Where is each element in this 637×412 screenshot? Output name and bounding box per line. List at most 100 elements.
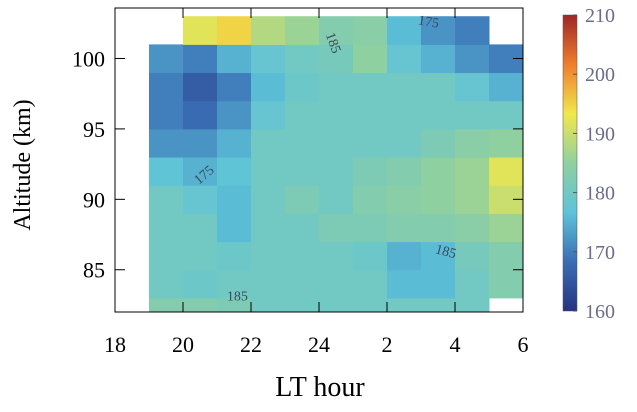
contour-cell	[421, 297, 456, 312]
contour-cell	[319, 185, 354, 214]
contour-cell	[217, 128, 252, 158]
contour-label: 185	[322, 31, 343, 56]
contour-cell	[455, 157, 490, 186]
contour-cell	[217, 16, 252, 45]
contour-cell	[217, 100, 252, 130]
contour-cell	[251, 128, 286, 158]
contour-cell	[217, 157, 252, 186]
contour-cell	[421, 100, 456, 130]
contour-cell	[319, 128, 354, 158]
contour-cell	[217, 297, 252, 312]
contour-cell	[421, 44, 456, 74]
contour-cell	[387, 185, 422, 214]
contour-cell	[217, 213, 252, 243]
contour-cell	[455, 100, 490, 130]
x-tick-label: 20	[172, 332, 194, 357]
colorbar-tick-label: 180	[585, 183, 615, 205]
contour-cell	[251, 185, 286, 214]
contour-cell	[149, 100, 184, 130]
contour-cell	[421, 213, 456, 243]
y-tick-label: 85	[83, 258, 105, 283]
contour-cell	[421, 16, 456, 45]
contour-cell	[353, 213, 388, 243]
contour-cell	[251, 16, 286, 45]
contour-cell	[319, 213, 354, 243]
contour-cell	[251, 241, 286, 271]
contour-cell	[421, 72, 456, 102]
contour-cell	[353, 16, 388, 45]
contour-cell	[387, 100, 422, 130]
contour-cell	[489, 128, 523, 158]
y-axis-label: Altitude (km)	[10, 99, 36, 230]
contour-cell	[421, 241, 456, 271]
contour-cell	[489, 241, 523, 271]
contour-field	[149, 16, 523, 312]
contour-cell	[251, 269, 286, 299]
contour-cell	[183, 269, 218, 299]
contour-cell	[489, 72, 523, 102]
contour-cell	[319, 297, 354, 312]
contour-cell	[455, 213, 490, 243]
contour-cell	[421, 185, 456, 214]
x-tick-label: 22	[240, 332, 262, 357]
y-tick-label: 95	[83, 117, 105, 142]
contour-cell	[387, 72, 422, 102]
contour-cell	[353, 100, 388, 130]
contour-cell	[285, 100, 320, 130]
contour-cell	[285, 44, 320, 74]
contour-cell	[217, 72, 252, 102]
contour-cell	[421, 269, 456, 299]
contour-cell	[251, 72, 286, 102]
contour-cell	[387, 241, 422, 271]
contour-cell	[319, 44, 354, 74]
contour-label: 175	[417, 13, 440, 31]
contour-cell	[319, 269, 354, 299]
colorbar	[562, 14, 578, 312]
contour-cell	[217, 269, 252, 299]
contour-cell	[217, 44, 252, 74]
y-tick-label: 90	[83, 187, 105, 212]
contour-cell	[353, 72, 388, 102]
contour-cell	[149, 213, 184, 243]
contour-cell	[183, 241, 218, 271]
contour-cell	[387, 128, 422, 158]
x-tick-label: 2	[382, 332, 393, 357]
contour-cell	[387, 44, 422, 74]
contour-cell	[285, 185, 320, 214]
contour-cell	[251, 157, 286, 186]
contour-cell	[285, 72, 320, 102]
contour-cell	[183, 213, 218, 243]
contour-cell	[387, 16, 422, 45]
contour-cell	[489, 269, 523, 299]
contour-cell	[183, 297, 218, 312]
contour-cell	[285, 241, 320, 271]
colorbar-tick-label: 190	[585, 123, 615, 145]
contour-cell	[183, 100, 218, 130]
contour-cell	[183, 185, 218, 214]
contour-cell	[489, 100, 523, 130]
contour-cell	[353, 157, 388, 186]
contour-cell	[455, 16, 490, 45]
contour-cell	[183, 157, 218, 186]
contour-cell	[251, 297, 286, 312]
contour-cell	[285, 16, 320, 45]
contour-cell	[149, 241, 184, 271]
contour-cell	[421, 128, 456, 158]
contour-cell	[285, 213, 320, 243]
contour-cell	[183, 72, 218, 102]
contour-label: 185	[434, 242, 458, 262]
y-tick-label: 100	[72, 46, 105, 71]
contour-cell	[353, 297, 388, 312]
contour-cell	[353, 269, 388, 299]
contour-label: 185	[227, 290, 248, 305]
contour-cell	[455, 297, 490, 312]
contour-cell	[319, 72, 354, 102]
contour-cell	[489, 213, 523, 243]
contour-cell	[251, 100, 286, 130]
x-tick-label: 4	[450, 332, 461, 357]
colorbar-tick-label: 170	[585, 242, 615, 264]
x-tick-label: 24	[308, 332, 330, 357]
contour-cell	[183, 128, 218, 158]
contour-cell	[149, 185, 184, 214]
contour-cell	[319, 241, 354, 271]
